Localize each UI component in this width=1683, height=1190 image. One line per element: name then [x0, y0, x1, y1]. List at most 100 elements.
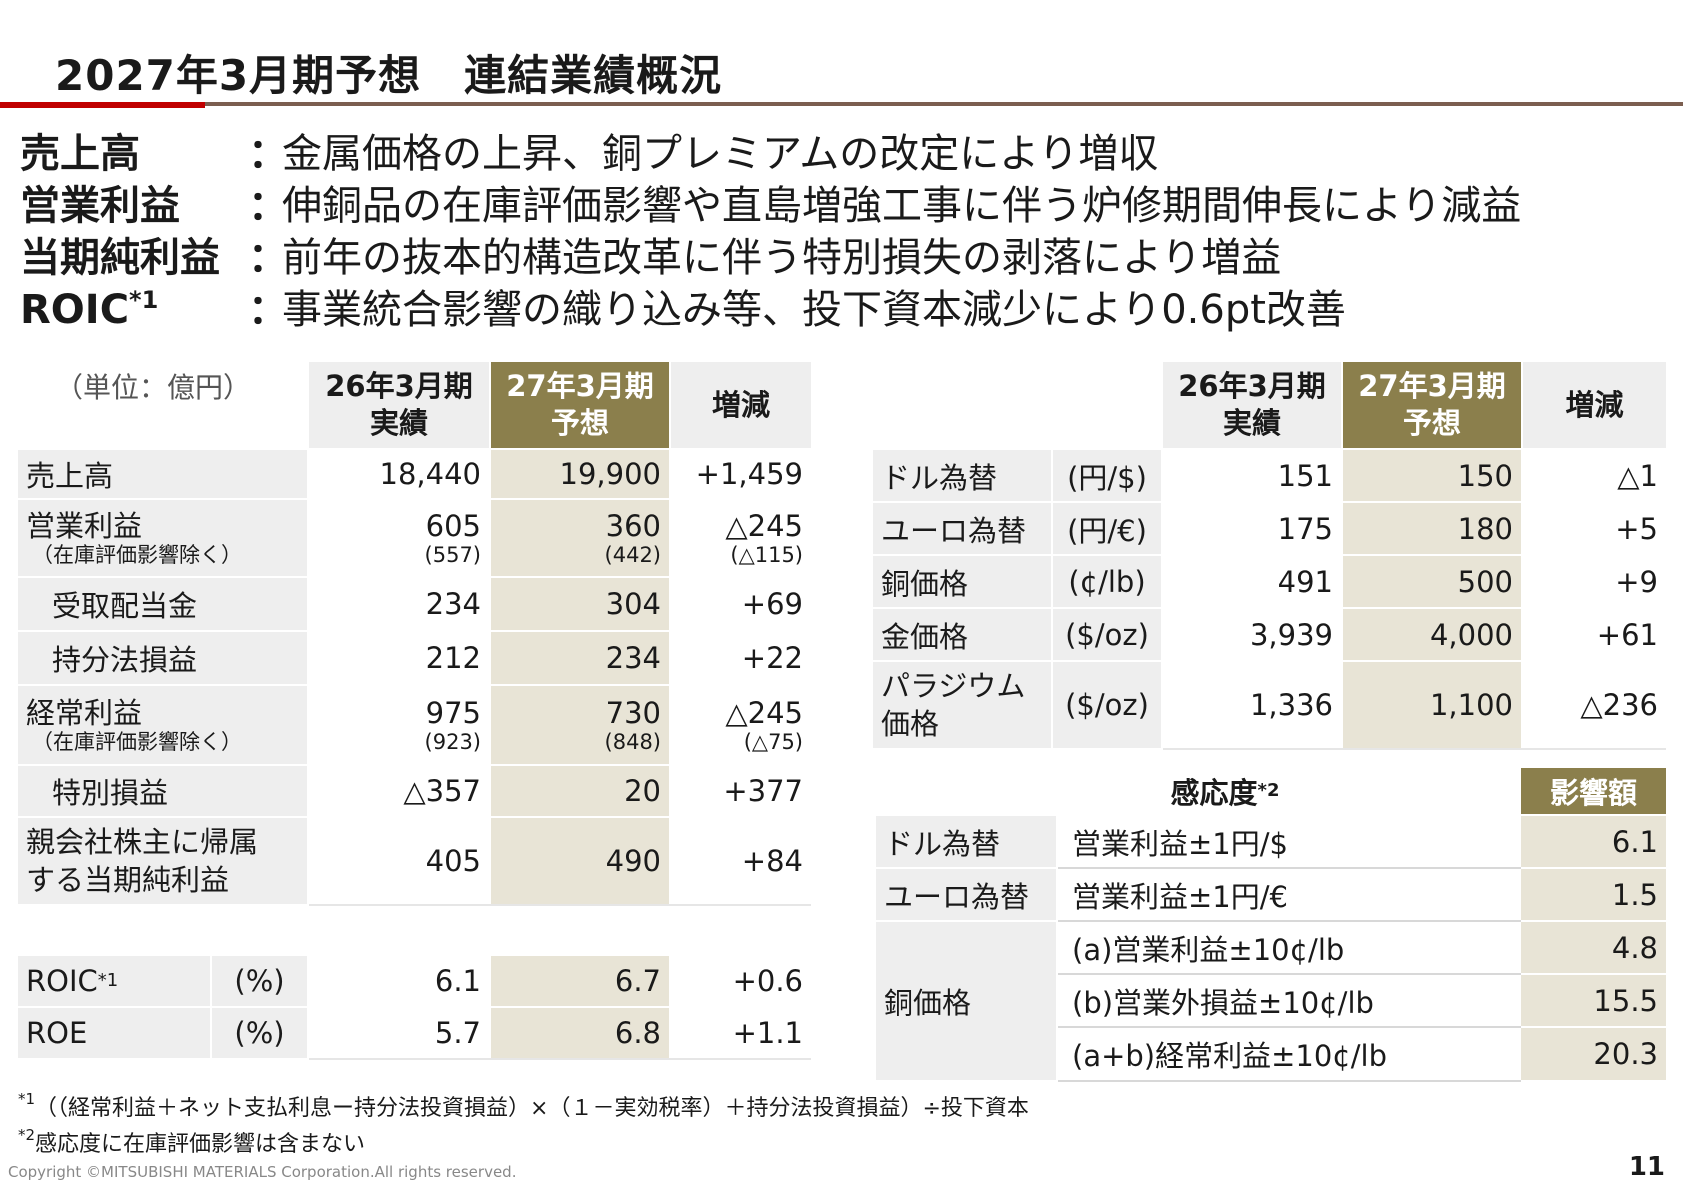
- value-sub: (848): [604, 730, 661, 754]
- row-label: 持分法損益: [18, 632, 307, 684]
- ratio-unit: (%): [212, 1008, 307, 1058]
- value-main: 360: [605, 509, 661, 543]
- page-title: 2027年3月期予想 連結業績概況: [55, 51, 723, 100]
- row-label-line: 価格: [881, 707, 940, 741]
- footnote-mark: *2: [1257, 780, 1280, 801]
- forecast-value: 180: [1343, 503, 1521, 554]
- sensitivity-item: (b)営業外損益±10¢/lb: [1072, 985, 1374, 1020]
- forecast-value: 6.8: [491, 1008, 669, 1058]
- impact-value: 20.3: [1521, 1028, 1666, 1080]
- forecast-value: 20: [491, 766, 669, 816]
- forecast-value: 360 (442): [491, 500, 669, 576]
- change-value: +5: [1615, 511, 1658, 546]
- header-prev-year: 26年3月期 実績: [309, 362, 489, 448]
- footnote-mark: *1: [18, 1090, 36, 1108]
- row-label: 銅価格: [873, 556, 1051, 607]
- sensitivity-item: 営業利益±1円/€: [1072, 879, 1288, 914]
- prev-value: 175: [1277, 511, 1333, 546]
- summary-text: 金属価格の上昇、銅プレミアムの改定により増収: [282, 131, 1159, 177]
- header-line: 予想: [550, 406, 609, 440]
- prev-value: 212: [425, 641, 481, 675]
- impact-value: 1.5: [1521, 869, 1666, 920]
- row-divider: [309, 1058, 811, 1060]
- row-divider: [1058, 1080, 1521, 1082]
- title-accent-rule: [0, 102, 205, 108]
- forecast-value: 6.7: [491, 956, 669, 1006]
- summary-label-text: ROIC: [20, 287, 130, 333]
- header-line: 増減: [711, 387, 770, 422]
- change-value: +61: [1596, 617, 1658, 652]
- change-value: +1.1: [732, 1016, 803, 1050]
- ratio-unit: (%): [212, 956, 307, 1006]
- summary-text: 伸銅品の在庫評価影響や直島増強工事に伴う炉修期間伸長により減益: [282, 183, 1522, 229]
- prev-value: 405: [425, 844, 481, 878]
- header-prev-year: 26年3月期 実績: [1163, 362, 1341, 448]
- impact-value: 4.8: [1521, 922, 1666, 973]
- page-number: 11: [1628, 1152, 1665, 1182]
- row-divider: [1058, 1026, 1521, 1028]
- forecast-value: 500: [1343, 556, 1521, 607]
- value-main: △245: [725, 509, 803, 543]
- header-change: 増減: [1523, 362, 1666, 448]
- impact-value: 6.1: [1521, 816, 1666, 867]
- sensitivity-group: ユーロ為替: [876, 869, 1056, 920]
- footnote-2: *2感応度に在庫評価影響は含まない: [18, 1126, 365, 1158]
- forecast-value: 19,900: [491, 450, 669, 498]
- prev-value: 5.7: [434, 1016, 481, 1050]
- impact-header: 影響額: [1521, 768, 1666, 814]
- summary-colon: ：: [248, 235, 288, 281]
- row-label: 売上高: [18, 450, 307, 498]
- value-sub: (923): [424, 730, 481, 754]
- copyright: Copyright ©MITSUBISHI MATERIALS Corporat…: [8, 1163, 517, 1181]
- change-value: +1,459: [695, 457, 803, 491]
- forecast-value: 150: [1343, 450, 1521, 501]
- value-sub: (△115): [730, 543, 803, 567]
- row-label: ユーロ為替: [873, 503, 1051, 554]
- row-label-line: パラジウム: [881, 669, 1026, 703]
- summary-text: 事業統合影響の織り込み等、投下資本減少により0.6pt改善: [282, 287, 1346, 333]
- row-unit: ($/oz): [1053, 609, 1161, 660]
- footnote-mark: *2: [18, 1126, 36, 1144]
- summary-label: ROIC*1: [20, 284, 158, 336]
- row-label-line: する当期純利益: [26, 863, 230, 897]
- row-label: 特別損益: [18, 766, 307, 816]
- sensitivity-item: (a)営業利益±10¢/lb: [1072, 932, 1345, 967]
- row-label: 金価格: [873, 609, 1051, 660]
- ratio-label: ROE: [18, 1008, 210, 1058]
- prev-value: 151: [1277, 458, 1333, 493]
- sensitivity-group: ドル為替: [876, 816, 1056, 867]
- change-value: +377: [723, 774, 803, 808]
- row-unit: (円/€): [1053, 503, 1161, 554]
- summary-text: 前年の抜本的構造改革に伴う特別損失の剥落により増益: [282, 235, 1282, 281]
- header-change: 増減: [671, 362, 811, 448]
- unit-label: （単位：億円）: [55, 371, 252, 404]
- footnote-text: 感応度に在庫評価影響は含まない: [35, 1132, 366, 1157]
- row-label: 受取配当金: [18, 578, 307, 630]
- forecast-value: 4,000: [1343, 609, 1521, 660]
- row-divider: [1058, 973, 1521, 975]
- prev-value: 18,440: [379, 457, 481, 491]
- footnote-text: （（経常利益＋ネット支払利息ー持分法投資損益）×（１－実効税率）＋持分法投資損益…: [35, 1096, 1029, 1121]
- value-main: 730: [605, 696, 661, 730]
- change-value: △1: [1617, 458, 1658, 493]
- value-sub: (△75): [743, 730, 803, 754]
- summary-label: 売上高: [20, 131, 140, 177]
- value-sub: (442): [604, 543, 661, 567]
- header-forecast: 27年3月期 予想: [1343, 362, 1521, 448]
- row-label-line: 親会社株主に帰属: [26, 825, 259, 859]
- forecast-value: 234: [491, 632, 669, 684]
- header-line: 予想: [1402, 406, 1461, 440]
- header-line: 26年3月期: [325, 369, 473, 403]
- summary-colon: ：: [248, 287, 288, 333]
- header-line: 26年3月期: [1178, 369, 1326, 403]
- prev-value: △357: [403, 774, 481, 808]
- forecast-value: 490: [491, 818, 669, 904]
- row-divider: [1058, 867, 1521, 869]
- row-label-sub: （在庫評価影響除く）: [32, 543, 242, 567]
- prev-value: 1,336: [1249, 688, 1333, 722]
- row-label-main: 営業利益: [26, 509, 143, 543]
- row-label: 経常利益 （在庫評価影響除く）: [18, 686, 307, 764]
- change-value: +0.6: [732, 964, 803, 998]
- summary-colon: ：: [248, 131, 288, 177]
- impact-value: 15.5: [1521, 975, 1666, 1026]
